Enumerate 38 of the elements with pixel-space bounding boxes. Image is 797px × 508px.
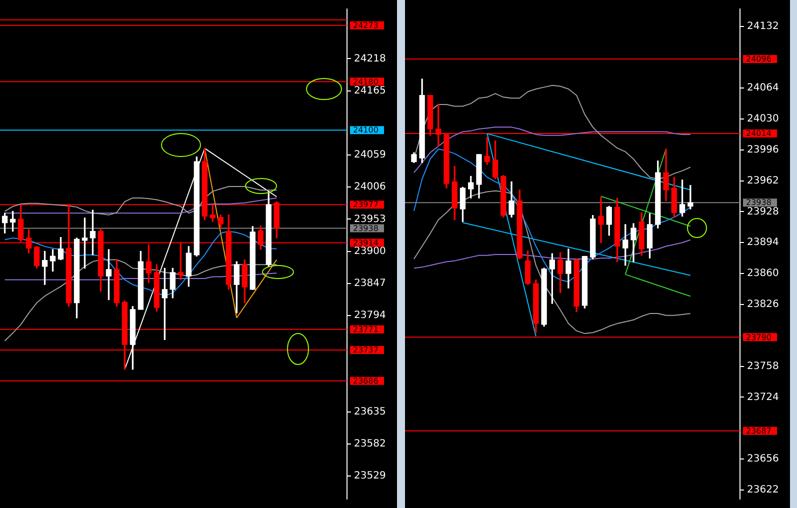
ref-line-label: 23790 xyxy=(746,332,772,342)
ref-line-label: 23687 xyxy=(746,426,772,436)
ref-line-label: 24100 xyxy=(353,126,378,135)
y-tick-label: 23847 xyxy=(354,278,386,289)
y-tick-label: 23794 xyxy=(354,310,386,322)
y-tick-label: 23900 xyxy=(354,246,386,257)
y-tick-label: 24064 xyxy=(747,82,779,94)
y-tick-label: 23860 xyxy=(747,268,779,280)
ref-line-label: 23977 xyxy=(353,200,378,210)
ref-line-label: 24273 xyxy=(353,20,378,30)
y-tick-label: 23529 xyxy=(354,470,386,482)
y-tick-label: 24030 xyxy=(747,114,779,125)
y-tick-label: 24059 xyxy=(354,150,386,161)
ref-line-label: 23914 xyxy=(353,238,378,248)
y-tick-label: 23724 xyxy=(747,392,779,403)
ref-line-label: 24180 xyxy=(353,77,378,86)
ref-line-label: 24096 xyxy=(746,54,772,64)
y-tick-label: 23894 xyxy=(747,237,779,248)
y-tick-label: 24165 xyxy=(354,85,386,96)
y-tick-label: 23826 xyxy=(747,299,779,310)
y-tick-label: 23758 xyxy=(747,360,779,372)
y-tick-label: 23962 xyxy=(747,175,779,186)
y-tick-label: 23656 xyxy=(747,454,779,465)
ref-line-label: 23686 xyxy=(353,376,378,386)
y-tick-label: 23953 xyxy=(354,214,386,225)
ref-line-label: 24014 xyxy=(746,129,772,138)
y-tick-label: 23928 xyxy=(747,206,779,218)
y-tick-label: 23582 xyxy=(354,438,386,450)
ref-line-label: 23737 xyxy=(353,346,378,355)
ref-line-label: 23938 xyxy=(746,198,772,208)
y-tick-label: 24006 xyxy=(354,182,386,193)
ref-line-label: 23938 xyxy=(353,224,378,233)
y-tick-label: 24132 xyxy=(747,20,779,32)
y-tick-label: 23996 xyxy=(747,144,779,156)
y-tick-label: 23635 xyxy=(354,406,386,418)
y-tick-label: 24218 xyxy=(354,53,386,64)
ref-line-label: 23771 xyxy=(353,324,378,334)
y-tick-label: 23622 xyxy=(747,484,779,496)
